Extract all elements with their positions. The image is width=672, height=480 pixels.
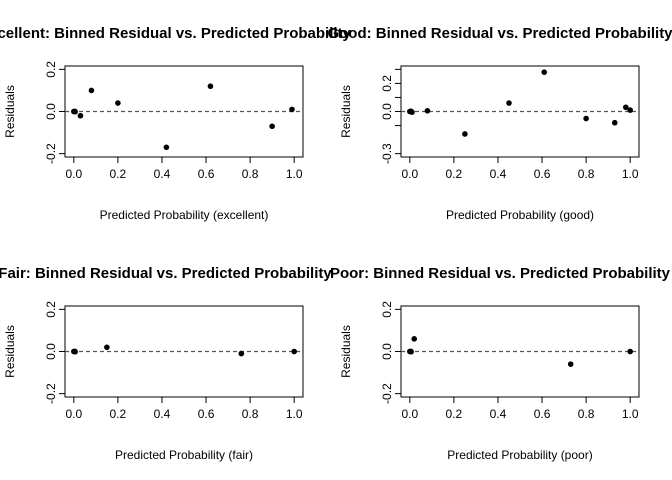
y-tick-label-excellent-1: 0.0	[44, 103, 58, 120]
panel-fair: Fair: Binned Residual vs. Predicted Prob…	[0, 265, 332, 462]
y-tick-label-good-0: -0.3	[380, 143, 394, 164]
x-tick-label-fair-3: 0.6	[198, 407, 215, 421]
panel-good: Good: Binned Residual vs. Predicted Prob…	[327, 25, 672, 222]
data-point-fair-2	[72, 348, 78, 355]
x-tick-label-poor-4: 0.8	[578, 407, 595, 421]
y-tick-label-poor-1: 0.0	[380, 343, 394, 360]
y-tick-label-poor-2: 0.2	[380, 301, 394, 318]
x-tick-label-poor-3: 0.6	[534, 407, 551, 421]
x-tick-label-fair-4: 0.8	[242, 407, 259, 421]
data-point-excellent-3	[77, 112, 84, 119]
data-point-good-8	[611, 119, 618, 126]
data-point-excellent-8	[269, 123, 275, 130]
x-tick-label-good-4: 0.8	[578, 167, 595, 181]
y-tick-label-fair-2: 0.2	[44, 301, 58, 318]
x-tick-label-fair-2: 0.4	[154, 407, 171, 421]
data-point-good-7	[583, 115, 589, 122]
data-point-excellent-9	[289, 106, 295, 113]
y-axis-label-excellent: Residuals	[3, 85, 17, 138]
y-axis-label-good: Residuals	[339, 85, 353, 138]
x-axis-label-fair: Predicted Probability (fair)	[115, 448, 253, 462]
data-point-poor-5	[627, 348, 633, 355]
data-point-good-10	[627, 107, 633, 113]
data-point-good-6	[541, 69, 548, 75]
data-point-poor-3	[411, 336, 418, 342]
x-tick-label-excellent-3: 0.6	[198, 167, 215, 181]
x-tick-label-excellent-1: 0.2	[110, 167, 127, 181]
y-tick-label-excellent-0: -0.2	[44, 143, 58, 164]
y-tick-label-fair-1: 0.0	[44, 343, 58, 360]
x-tick-label-poor-0: 0.0	[401, 407, 418, 421]
data-point-excellent-4	[88, 87, 95, 94]
panel-poor: Poor: Binned Residual vs. Predicted Prob…	[330, 265, 671, 462]
data-point-good-4	[462, 131, 468, 137]
data-point-excellent-2	[72, 108, 78, 115]
data-point-poor-4	[567, 361, 574, 367]
chart-title-excellent: Excellent: Binned Residual vs. Predicted…	[0, 25, 352, 42]
data-point-fair-5	[291, 348, 297, 355]
x-tick-label-good-5: 1.0	[622, 167, 639, 181]
x-tick-label-poor-1: 0.2	[446, 407, 463, 421]
x-tick-label-poor-5: 1.0	[622, 407, 639, 421]
data-point-fair-3	[104, 344, 110, 351]
x-tick-label-excellent-0: 0.0	[65, 167, 82, 181]
x-tick-label-poor-2: 0.4	[490, 407, 507, 421]
y-tick-label-good-1: 0.0	[380, 103, 394, 120]
x-tick-label-excellent-4: 0.8	[242, 167, 259, 181]
data-point-excellent-5	[115, 100, 121, 106]
y-tick-label-good-2: 0.2	[380, 75, 394, 92]
data-point-good-5	[506, 100, 512, 106]
data-point-good-9	[622, 104, 629, 111]
data-point-fair-4	[238, 350, 245, 357]
x-tick-label-good-3: 0.6	[534, 167, 551, 181]
x-tick-label-good-2: 0.4	[490, 167, 507, 181]
data-point-excellent-7	[207, 83, 214, 90]
data-point-poor-2	[408, 348, 414, 355]
x-tick-label-excellent-5: 1.0	[286, 167, 303, 181]
x-axis-label-excellent: Predicted Probability (excellent)	[100, 208, 269, 222]
x-axis-label-good: Predicted Probability (good)	[446, 208, 594, 222]
x-tick-label-fair-0: 0.0	[65, 407, 82, 421]
x-axis-label-poor: Predicted Probability (poor)	[447, 448, 592, 462]
chart-title-poor: Poor: Binned Residual vs. Predicted Prob…	[330, 265, 671, 282]
x-tick-label-fair-5: 1.0	[286, 407, 303, 421]
x-tick-label-excellent-2: 0.4	[154, 167, 171, 181]
data-point-excellent-6	[163, 144, 170, 151]
panel-excellent: Excellent: Binned Residual vs. Predicted…	[0, 25, 352, 222]
chart-title-fair: Fair: Binned Residual vs. Predicted Prob…	[0, 265, 332, 282]
y-axis-label-poor: Residuals	[339, 325, 353, 378]
x-tick-label-good-1: 0.2	[446, 167, 463, 181]
y-tick-label-excellent-2: 0.2	[44, 61, 58, 78]
y-tick-label-fair-0: -0.2	[44, 383, 58, 404]
chart-title-good: Good: Binned Residual vs. Predicted Prob…	[327, 25, 672, 42]
x-tick-label-fair-1: 0.2	[110, 407, 127, 421]
y-tick-label-poor-0: -0.2	[380, 383, 394, 404]
y-axis-label-fair: Residuals	[3, 325, 17, 378]
data-point-good-3	[424, 107, 431, 114]
data-point-good-2	[409, 109, 415, 116]
x-tick-label-good-0: 0.0	[401, 167, 418, 181]
